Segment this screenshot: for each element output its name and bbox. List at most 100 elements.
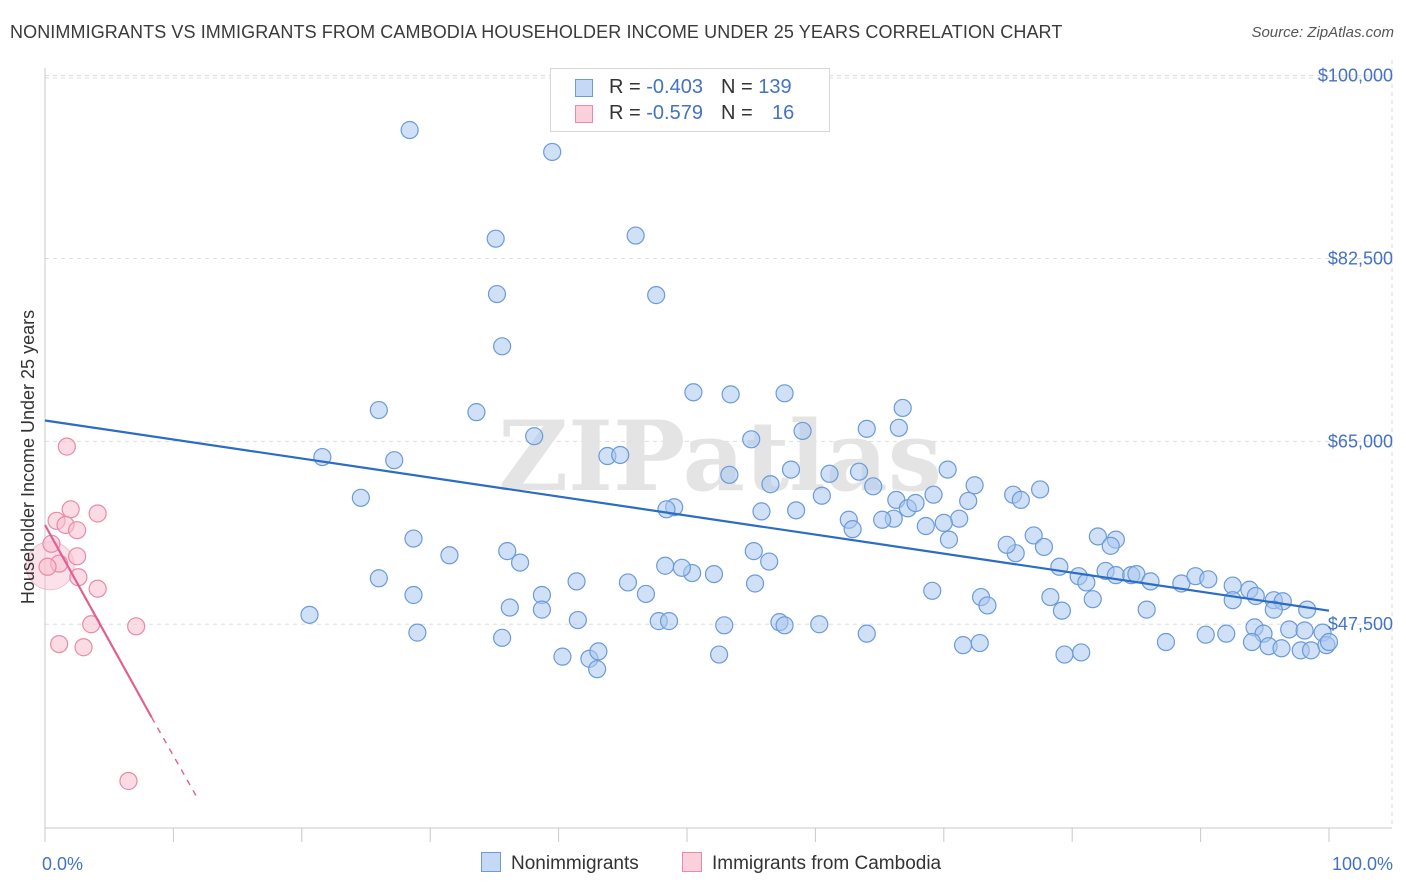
nonimmigrant-point: [775, 384, 794, 403]
legend-r-label: R =: [609, 76, 647, 98]
nonimmigrant-point: [761, 475, 780, 494]
nonimmigrant-point: [843, 520, 862, 539]
nonimmigrant-point: [369, 569, 388, 588]
immigrant-point: [88, 579, 107, 598]
immigrant-point: [74, 638, 93, 657]
immigrant-point: [67, 521, 87, 540]
immigrant-point: [67, 547, 87, 566]
nonimmigrant-point: [543, 142, 562, 162]
immigrant-point: [50, 634, 69, 654]
axis-labels: $47,500 $65,000 $82,500 $100,000 0.0% 100.0%: [42, 66, 1393, 874]
nonimmigrant-point: [1272, 639, 1291, 658]
nonimmigrant-point: [1280, 620, 1299, 639]
bottom-legend-label: Immigrants from Cambodia: [712, 853, 942, 874]
nonimmigrant-point: [656, 556, 675, 575]
nonimmigrant-point: [1041, 587, 1060, 607]
nonimmigrant-point: [1088, 527, 1107, 546]
nonimmigrant-point: [873, 510, 892, 529]
nonimmigrant-point: [775, 616, 794, 635]
immigrant-point: [119, 771, 138, 791]
nonimmigrant-point: [864, 477, 883, 496]
nonimmigrant-point: [721, 385, 740, 404]
nonimmigrant-point: [906, 493, 925, 513]
legend-swatch-blue: [575, 79, 593, 97]
nonimmigrant-point: [950, 509, 969, 528]
nonimmigrant-point: [404, 585, 423, 605]
nonimmigrant-point: [385, 451, 404, 470]
nonimmigrant-point: [781, 460, 801, 479]
nonimmigrant-point: [626, 226, 645, 245]
nonimmigrant-point: [1156, 632, 1176, 652]
chart-title: NONIMMIGRANTS VS IMMIGRANTS FROM CAMBODI…: [10, 22, 1063, 42]
nonimmigrant-point: [849, 462, 869, 481]
legend-n-value: 16: [771, 102, 795, 124]
nonimmigrant-point: [1034, 537, 1054, 557]
y-tick-label: $47,500: [1328, 614, 1393, 634]
nonimmigrant-point: [369, 400, 388, 420]
nonimmigrant-point: [959, 491, 978, 511]
nonimmigrant-point: [889, 418, 908, 437]
nonimmigrant-point: [1011, 490, 1030, 510]
nonimmigrant-point: [589, 642, 608, 661]
nonimmigrant-point: [440, 546, 459, 565]
nonimmigrant-point: [1196, 625, 1215, 644]
trend-lines: [44, 419, 1330, 800]
nonimmigrant-point: [978, 596, 997, 615]
legend-r-value: -0.579: [646, 102, 703, 124]
nonimmigrant-point: [525, 427, 544, 446]
nonimmigrant-point: [709, 645, 729, 664]
nonimmigrant-point: [1030, 480, 1050, 499]
immigrants-trend-line: [44, 524, 153, 718]
legend-r-label: R =: [609, 102, 647, 124]
nonimmigrant-point: [720, 465, 739, 484]
nonimmigrant-point: [704, 564, 724, 584]
nonimmigrant-point: [510, 553, 530, 572]
nonimmigrants-trend-line: [44, 419, 1330, 612]
nonimmigrant-point: [493, 337, 512, 356]
nonimmigrant-point: [997, 535, 1016, 554]
nonimmigrant-point: [1024, 526, 1043, 545]
nonimmigrant-point: [715, 616, 734, 635]
nonimmigrant-point: [1246, 586, 1265, 606]
bottom-legend-swatch-pink: [682, 852, 702, 872]
nonimmigrant-point: [636, 584, 656, 604]
nonimmigrant-point: [760, 552, 779, 571]
nonimmigrant-point: [487, 284, 507, 304]
nonimmigrant-point: [611, 445, 630, 465]
immigrants-points: [25, 437, 146, 791]
nonimmigrant-point: [500, 598, 519, 617]
nonimmigrant-point: [1217, 624, 1236, 643]
nonimmigrant-point: [1083, 590, 1102, 609]
nonimmigrant-point: [300, 605, 319, 624]
immigrant-point: [38, 557, 57, 576]
x-tick-label-start: 0.0%: [42, 854, 83, 874]
nonimmigrant-point: [672, 558, 691, 577]
nonimmigrant-point: [1264, 600, 1283, 619]
nonimmigrant-point: [744, 542, 763, 561]
nonimmigrant-point: [820, 464, 839, 483]
bottom-legend-label: Nonimmigrants: [511, 853, 639, 874]
nonimmigrant-point: [553, 647, 572, 666]
source-label: Source: ZipAtlas.com: [1251, 24, 1394, 41]
x-tick-label-end: 100.0%: [1332, 854, 1393, 874]
nonimmigrant-point: [404, 529, 423, 548]
legend-n-label: N =: [720, 102, 759, 124]
bottom-legend-nonimmigrants: Nonimmigrants: [481, 852, 639, 875]
nonimmigrant-point: [351, 488, 370, 507]
immigrants-trend-extension: [150, 716, 199, 800]
nonimmigrant-point: [916, 516, 935, 536]
immigrant-point: [57, 437, 76, 456]
nonimmigrant-point: [1319, 632, 1339, 652]
nonimmigrant-point: [857, 419, 876, 438]
nonimmigrant-point: [1050, 557, 1069, 576]
nonimmigrant-point: [923, 581, 942, 600]
nonimmigrant-point: [1052, 601, 1072, 620]
nonimmigrant-point: [810, 615, 829, 634]
nonimmigrant-point: [408, 623, 427, 642]
nonimmigrants-points: [300, 120, 1339, 679]
nonimmigrant-point: [787, 501, 806, 520]
correlation-legend: R = -0.403 N = 139 R = -0.579 N = 16: [550, 68, 830, 132]
nonimmigrant-point: [1298, 600, 1317, 619]
nonimmigrant-point: [498, 542, 517, 561]
nonimmigrant-point: [1141, 572, 1160, 591]
